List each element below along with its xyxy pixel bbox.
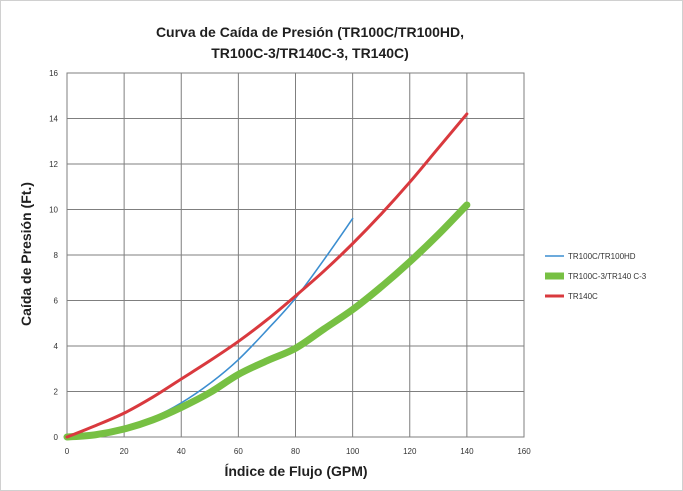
series-line-2 — [63, 201, 471, 441]
y-tick-label: 10 — [49, 206, 58, 215]
y-tick-label: 0 — [54, 433, 59, 442]
chart-title-line-1: Curva de Caída de Presión (TR100C/TR100H… — [156, 24, 464, 40]
x-tick-label: 80 — [291, 447, 300, 456]
x-axis-title: Índice de Flujo (GPM) — [224, 463, 367, 479]
y-tick-label: 16 — [49, 69, 58, 78]
y-tick-label: 4 — [54, 342, 59, 351]
y-tick-label: 6 — [54, 297, 59, 306]
series-line-3 — [65, 112, 469, 439]
y-tick-label: 14 — [49, 115, 58, 124]
x-tick-label: 60 — [234, 447, 243, 456]
x-tick-label: 20 — [120, 447, 129, 456]
plot-area: 0 20 40 60 80 100 120 140 160 0 2 4 6 8 10 12 14 16 — [49, 69, 531, 456]
x-tick-label: 0 — [65, 447, 70, 456]
y-tick-label: 2 — [54, 388, 59, 397]
x-tick-label: 160 — [517, 447, 531, 456]
legend-label-1: TR100C/TR100HD — [568, 252, 636, 261]
x-tick-label: 40 — [177, 447, 186, 456]
y-axis-title: Caída de Presión (Ft.) — [18, 182, 34, 326]
legend-label-2: TR100C-3/TR140 C-3 — [568, 272, 647, 281]
chart-title-line-2: TR100C-3/TR140C-3, TR140C) — [211, 45, 409, 61]
y-tick-label: 12 — [49, 160, 58, 169]
x-tick-label: 100 — [346, 447, 360, 456]
legend-label-3: TR140C — [568, 292, 598, 301]
y-tick-label: 8 — [54, 251, 59, 260]
x-tick-label: 140 — [460, 447, 474, 456]
legend: TR100C/TR100HD TR100C-3/TR140 C-3 TR140C — [545, 252, 647, 301]
x-tick-label: 120 — [403, 447, 417, 456]
